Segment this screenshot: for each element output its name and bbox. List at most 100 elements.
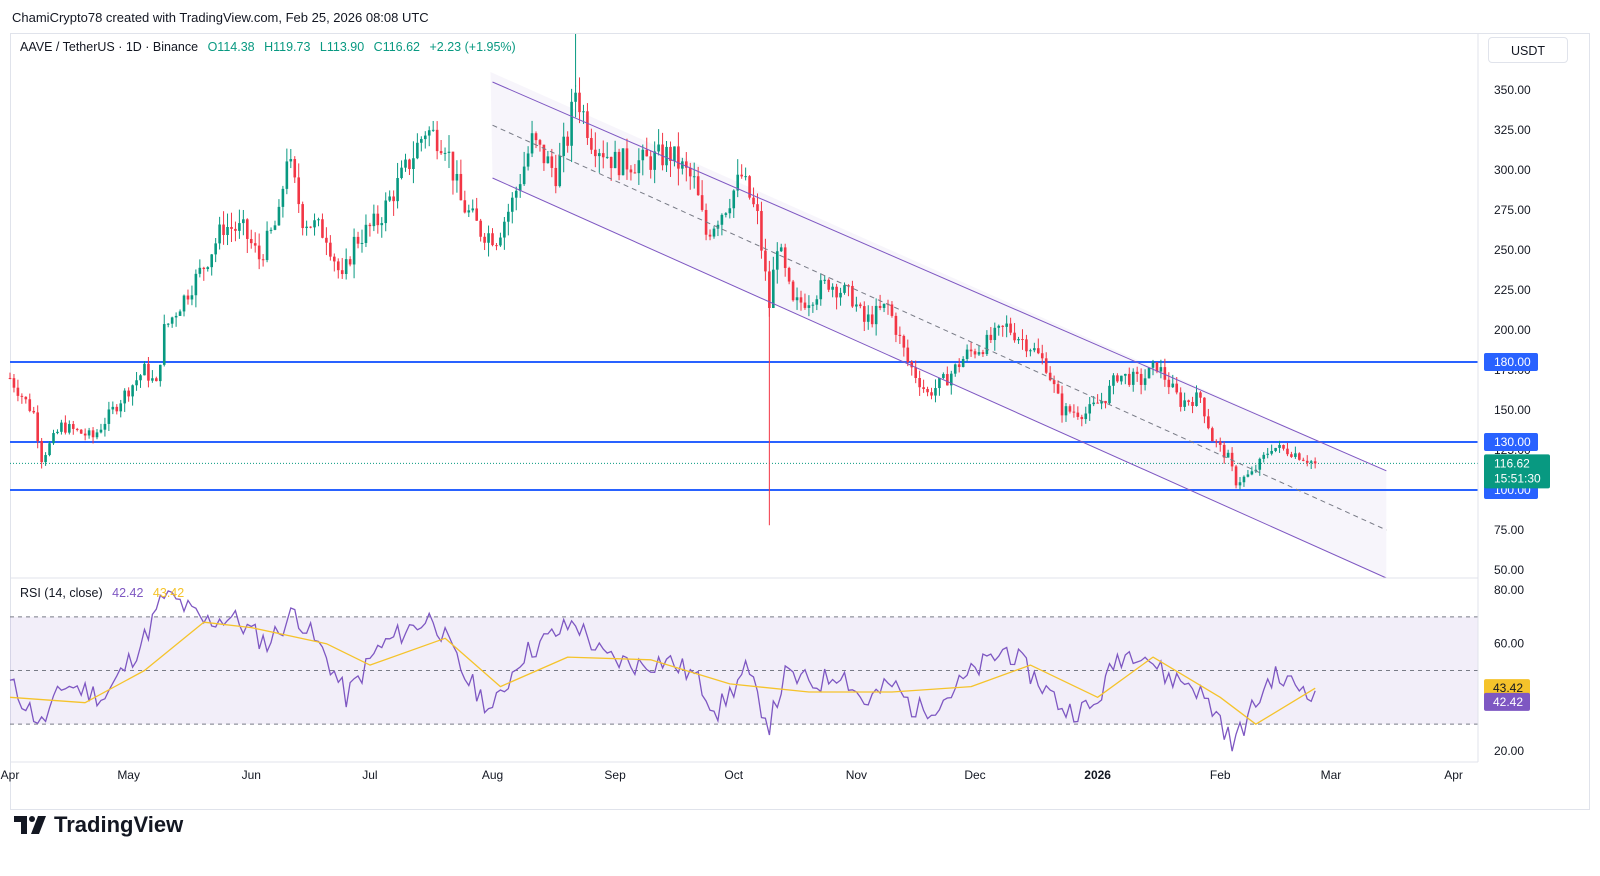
candle-body	[44, 455, 47, 463]
candles	[8, 34, 1317, 526]
candle-body	[261, 259, 265, 261]
time-tick-label: Feb	[1210, 768, 1231, 782]
candle-body	[953, 364, 957, 374]
rsi-pane	[9, 590, 1478, 752]
candle-body	[510, 197, 514, 212]
candle-body	[1116, 375, 1119, 382]
candle-body	[1211, 428, 1214, 442]
candle-body	[475, 208, 478, 221]
candle-body	[728, 208, 732, 214]
candle-body	[969, 349, 973, 352]
candle-body	[439, 151, 443, 154]
candle-body	[75, 428, 79, 430]
candle-body	[597, 153, 601, 157]
candle-body	[491, 233, 494, 246]
level-badge-label: 130.00	[1494, 435, 1531, 449]
candle-body	[111, 406, 115, 410]
candle-body	[605, 156, 609, 158]
candle-body	[1175, 383, 1179, 393]
candle-body	[1282, 445, 1285, 449]
candle-body	[1135, 371, 1139, 374]
candle-body	[649, 156, 653, 170]
candle-body	[348, 259, 352, 265]
candle-body	[756, 204, 759, 212]
rsi-tick-label: 20.00	[1494, 744, 1524, 758]
candle-body	[336, 261, 340, 271]
candle-body	[1076, 412, 1080, 417]
candle-body	[961, 358, 965, 367]
candle-body	[772, 269, 775, 308]
candle-body	[601, 153, 605, 158]
candle-body	[210, 254, 214, 268]
rsi-line	[9, 590, 1316, 752]
candle-body	[1029, 350, 1032, 352]
candle-body	[1274, 447, 1277, 451]
candle-body	[135, 380, 138, 386]
rsi-band-fill	[10, 616, 1478, 725]
price-tick-label: 225.00	[1494, 283, 1531, 297]
candle-body	[455, 173, 459, 181]
candle-body	[1270, 450, 1273, 454]
tradingview-logo[interactable]: TradingView	[14, 810, 183, 840]
candle-body	[24, 396, 28, 400]
candle-body	[586, 111, 589, 138]
tradingview-logo-text: TradingView	[54, 812, 184, 837]
candle-body	[1037, 348, 1040, 354]
candle-body	[1155, 362, 1159, 372]
candle-body	[95, 432, 99, 438]
channel-lower-line	[492, 177, 1387, 579]
candle-body	[1127, 373, 1131, 385]
candle-body	[99, 429, 103, 433]
candle-body	[380, 223, 384, 226]
candle-body	[938, 377, 941, 389]
candle-body	[416, 142, 419, 159]
candle-body	[313, 220, 316, 228]
candle-body	[645, 149, 649, 157]
candle-body	[1056, 384, 1060, 394]
candle-body	[934, 388, 937, 396]
candle-body	[617, 151, 621, 176]
time-tick-label: 2026	[1084, 768, 1111, 782]
candle-body	[190, 295, 194, 300]
candle-body	[732, 190, 736, 209]
candle-body	[495, 245, 498, 247]
candle-body	[396, 178, 399, 202]
time-tick-label: Apr	[1, 768, 20, 782]
candle-body	[107, 409, 111, 424]
candle-body	[139, 375, 142, 381]
candle-body	[158, 364, 162, 382]
candle-body	[360, 242, 364, 244]
candle-body	[752, 197, 755, 205]
candle-body	[677, 146, 680, 169]
candle-body	[420, 139, 423, 143]
candle-body	[1017, 339, 1020, 341]
candle-body	[1084, 413, 1088, 420]
candle-body	[716, 224, 720, 229]
candle-body	[194, 273, 198, 296]
currency-unit-button[interactable]: USDT	[1488, 37, 1568, 63]
candle-body	[696, 176, 700, 196]
candle-body	[1222, 444, 1226, 458]
candle-body	[989, 334, 993, 341]
candle-body	[708, 234, 712, 237]
candle-body	[898, 334, 902, 336]
candle-body	[700, 195, 704, 210]
candle-body	[1250, 471, 1254, 475]
candle-body	[862, 306, 866, 322]
candle-body	[423, 135, 427, 140]
time-tick-label: Dec	[964, 768, 985, 782]
candle-body	[499, 237, 502, 246]
candle-body	[1238, 482, 1242, 486]
candle-body	[352, 236, 356, 265]
candle-body	[866, 314, 870, 322]
candle-body	[265, 230, 269, 261]
candle-body	[238, 223, 241, 231]
candle-body	[1294, 453, 1297, 457]
candle-body	[558, 155, 562, 187]
candle-body	[1052, 380, 1056, 385]
candle-body	[799, 297, 803, 303]
candle-body	[1108, 385, 1111, 404]
rsi-badge	[1484, 692, 1530, 711]
candle-body	[669, 146, 672, 161]
